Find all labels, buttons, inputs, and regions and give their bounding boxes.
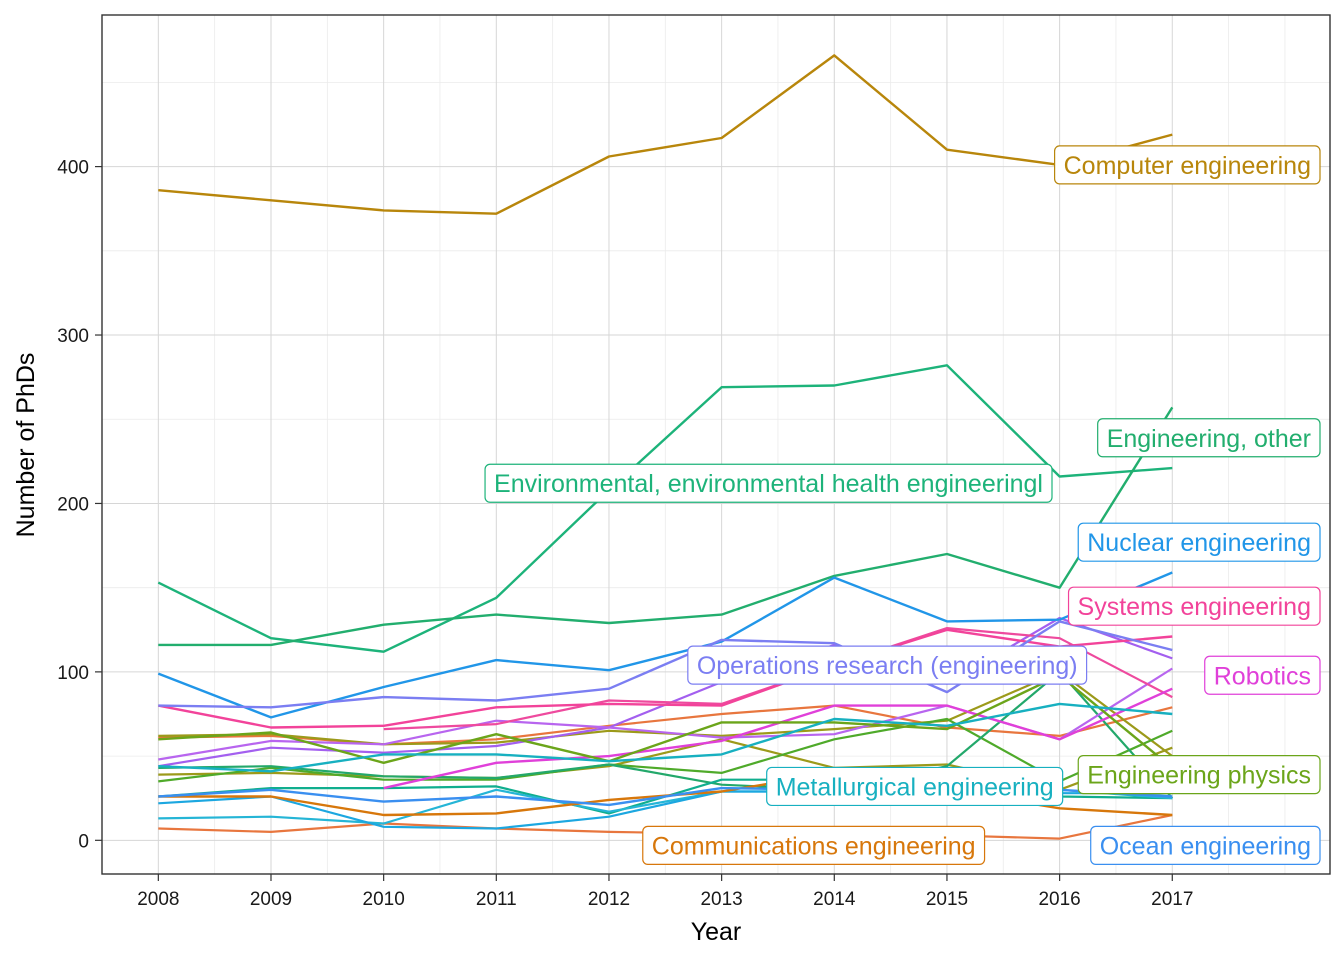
series-label-text: Ocean engineering — [1100, 832, 1311, 860]
background-series-line — [158, 717, 1173, 783]
series-label-text: Robotics — [1214, 662, 1311, 690]
series-label-text: Engineering, other — [1107, 425, 1311, 453]
series-label-text: Nuclear engineering — [1087, 529, 1311, 557]
y-tick-label: 0 — [78, 831, 89, 852]
series-label-text: Computer engineering — [1064, 152, 1311, 180]
series-label: Computer engineering — [1054, 145, 1321, 185]
plot-border — [101, 14, 1331, 875]
x-tick-label: 2012 — [588, 889, 630, 910]
series-line — [158, 406, 1174, 647]
series-label-box — [1090, 825, 1321, 865]
series-label: Robotics — [1204, 655, 1321, 695]
y-tick-label: 300 — [57, 326, 89, 347]
series-label: Operations research (engineering) — [687, 645, 1088, 685]
series-label-text: Communications engineering — [652, 832, 976, 860]
series-label-box — [1067, 586, 1321, 626]
series-label: Communications engineering — [642, 825, 986, 865]
x-tick-label: 2008 — [137, 889, 179, 910]
series-label: Systems engineering — [1067, 586, 1321, 626]
series-line — [158, 674, 1174, 769]
x-tick-label: 2017 — [1151, 889, 1193, 910]
series-label-box — [1077, 755, 1321, 795]
y-tick-label: 400 — [57, 158, 89, 179]
x-tick-label: 2013 — [700, 889, 742, 910]
x-tick-label: 2010 — [363, 889, 405, 910]
y-axis-title: Number of PhDs — [12, 353, 40, 538]
series-label-box — [1077, 522, 1321, 562]
series-label: Nuclear engineering — [1077, 522, 1321, 562]
series-line — [158, 628, 1173, 729]
background-series-line — [158, 670, 1174, 799]
y-tick-label: 200 — [57, 494, 89, 515]
x-axis: 2008 2009 2010 2011 2012 2013 2014 2015 2016 2017 — [137, 874, 1193, 910]
series-label: Engineering, other — [1097, 418, 1321, 458]
series-label-text: Metallurgical engineering — [776, 773, 1054, 801]
series-label-box — [484, 463, 1053, 503]
series-label-box — [1097, 418, 1321, 458]
series-lines — [157, 54, 1174, 817]
series-line — [158, 54, 1173, 215]
series-label-text: Engineering physics — [1087, 762, 1311, 790]
y-tick-label: 100 — [57, 663, 89, 684]
y-axis: 0 100 200 300 400 — [57, 158, 102, 852]
x-tick-label: 2015 — [926, 889, 968, 910]
x-tick-label: 2016 — [1038, 889, 1080, 910]
series-label: Ocean engineering — [1090, 825, 1321, 865]
series-label-text: Systems engineering — [1078, 593, 1311, 621]
series-label-text: Operations research (engineering) — [697, 652, 1078, 680]
series-label-box — [766, 766, 1064, 807]
series-label-box — [687, 645, 1088, 685]
series-line — [157, 364, 1173, 653]
series-label-box — [1054, 145, 1321, 185]
x-tick-label: 2009 — [250, 889, 292, 910]
series-label-box — [1204, 655, 1321, 695]
x-axis-title: Year — [691, 918, 742, 946]
series-label-box — [642, 825, 986, 865]
series-line — [158, 702, 1173, 773]
series-label: Metallurgical engineering — [766, 766, 1064, 807]
series-labels: Computer engineering Environmental, envir… — [484, 145, 1321, 865]
x-tick-label: 2011 — [476, 889, 517, 910]
x-tick-label: 2014 — [813, 889, 856, 910]
series-label: Engineering physics — [1077, 755, 1321, 795]
series-label: Environmental, environmental health engi… — [484, 463, 1053, 503]
series-label-text: Environmental, environmental health engi… — [494, 470, 1043, 498]
